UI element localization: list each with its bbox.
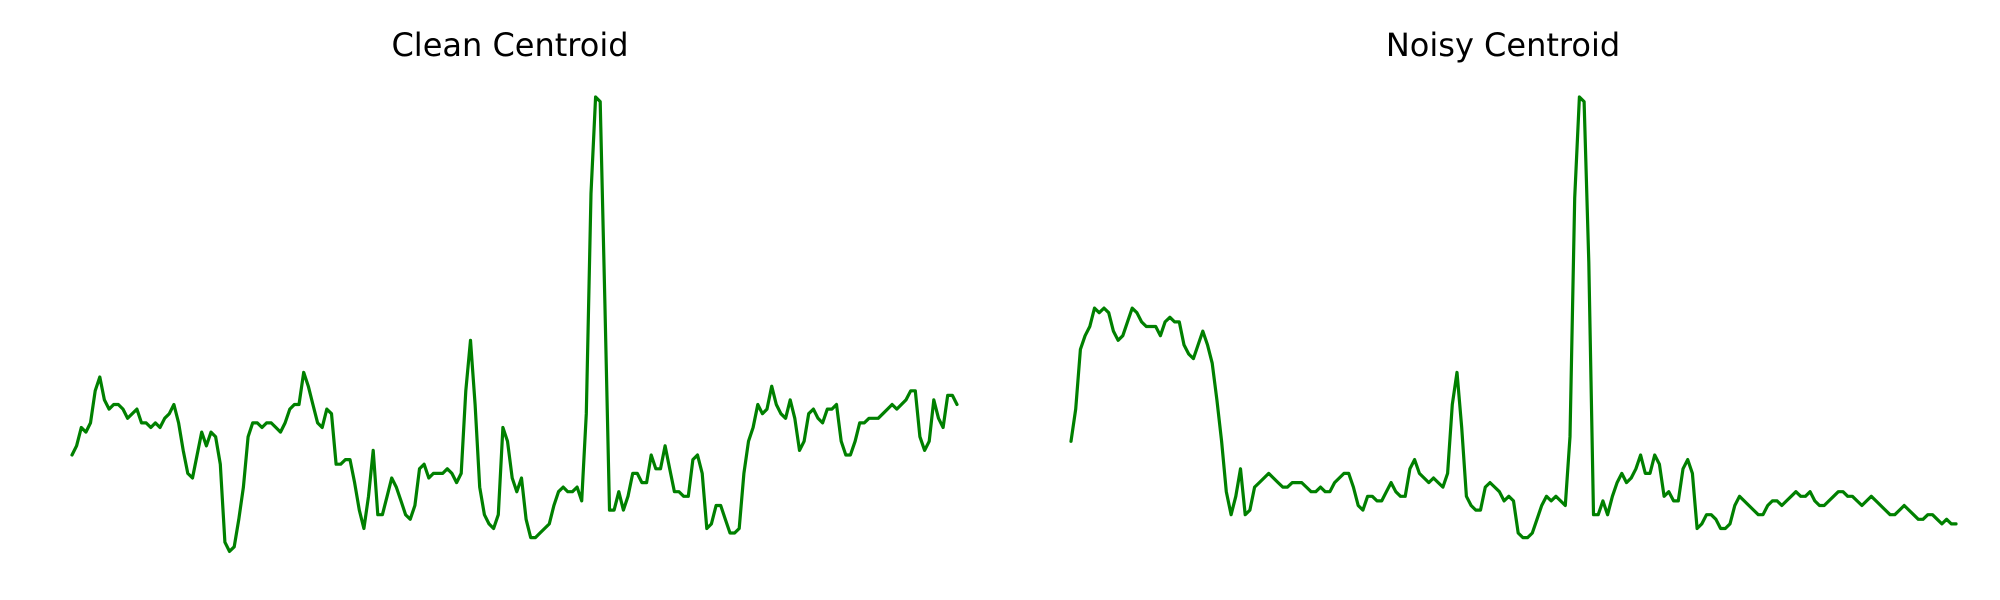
series-line-clean-0 <box>70 95 959 554</box>
chart-title-noisy: Noisy Centroid <box>1385 26 1621 64</box>
chart-title-clean: Clean Centroid <box>391 26 629 64</box>
series-line-noisy-0 <box>1069 95 1958 540</box>
